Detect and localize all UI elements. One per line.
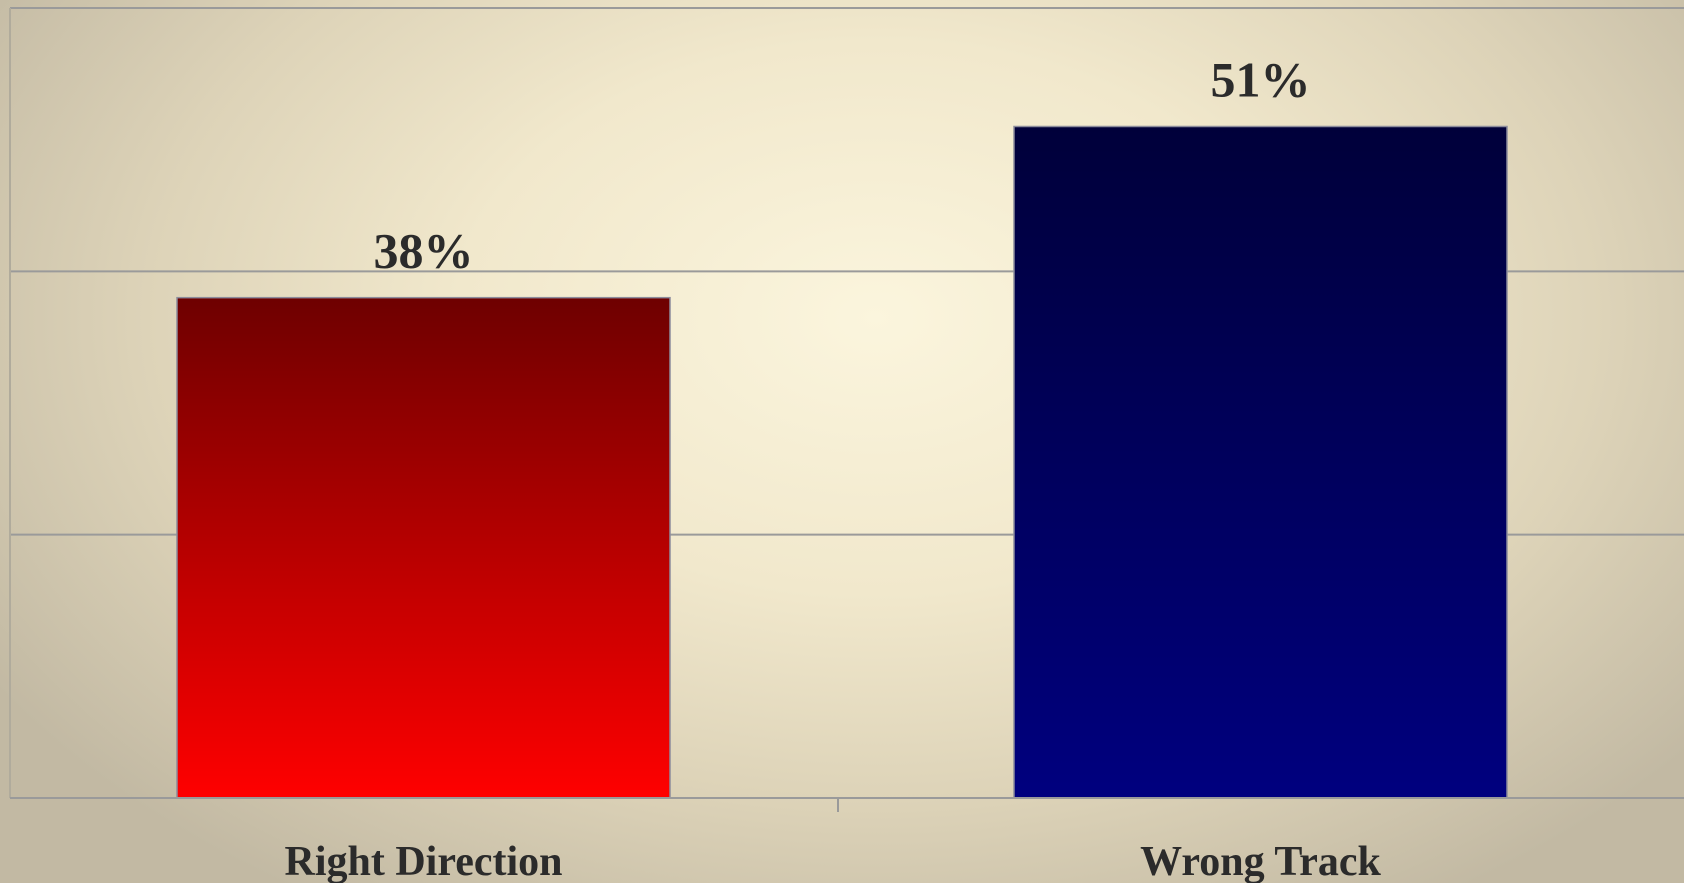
data-label-right-direction: 38% <box>374 223 474 279</box>
data-label-wrong-track: 51% <box>1211 52 1311 108</box>
bar-wrong-track <box>1013 125 1508 799</box>
x-axis <box>10 797 1684 812</box>
labels: 38% Right Direction 51% Wrong Track <box>284 52 1381 883</box>
bar-right-direction <box>176 296 671 799</box>
x-tick-label-right-direction: Right Direction <box>284 839 562 883</box>
x-tick-label-wrong-track: Wrong Track <box>1140 839 1381 883</box>
